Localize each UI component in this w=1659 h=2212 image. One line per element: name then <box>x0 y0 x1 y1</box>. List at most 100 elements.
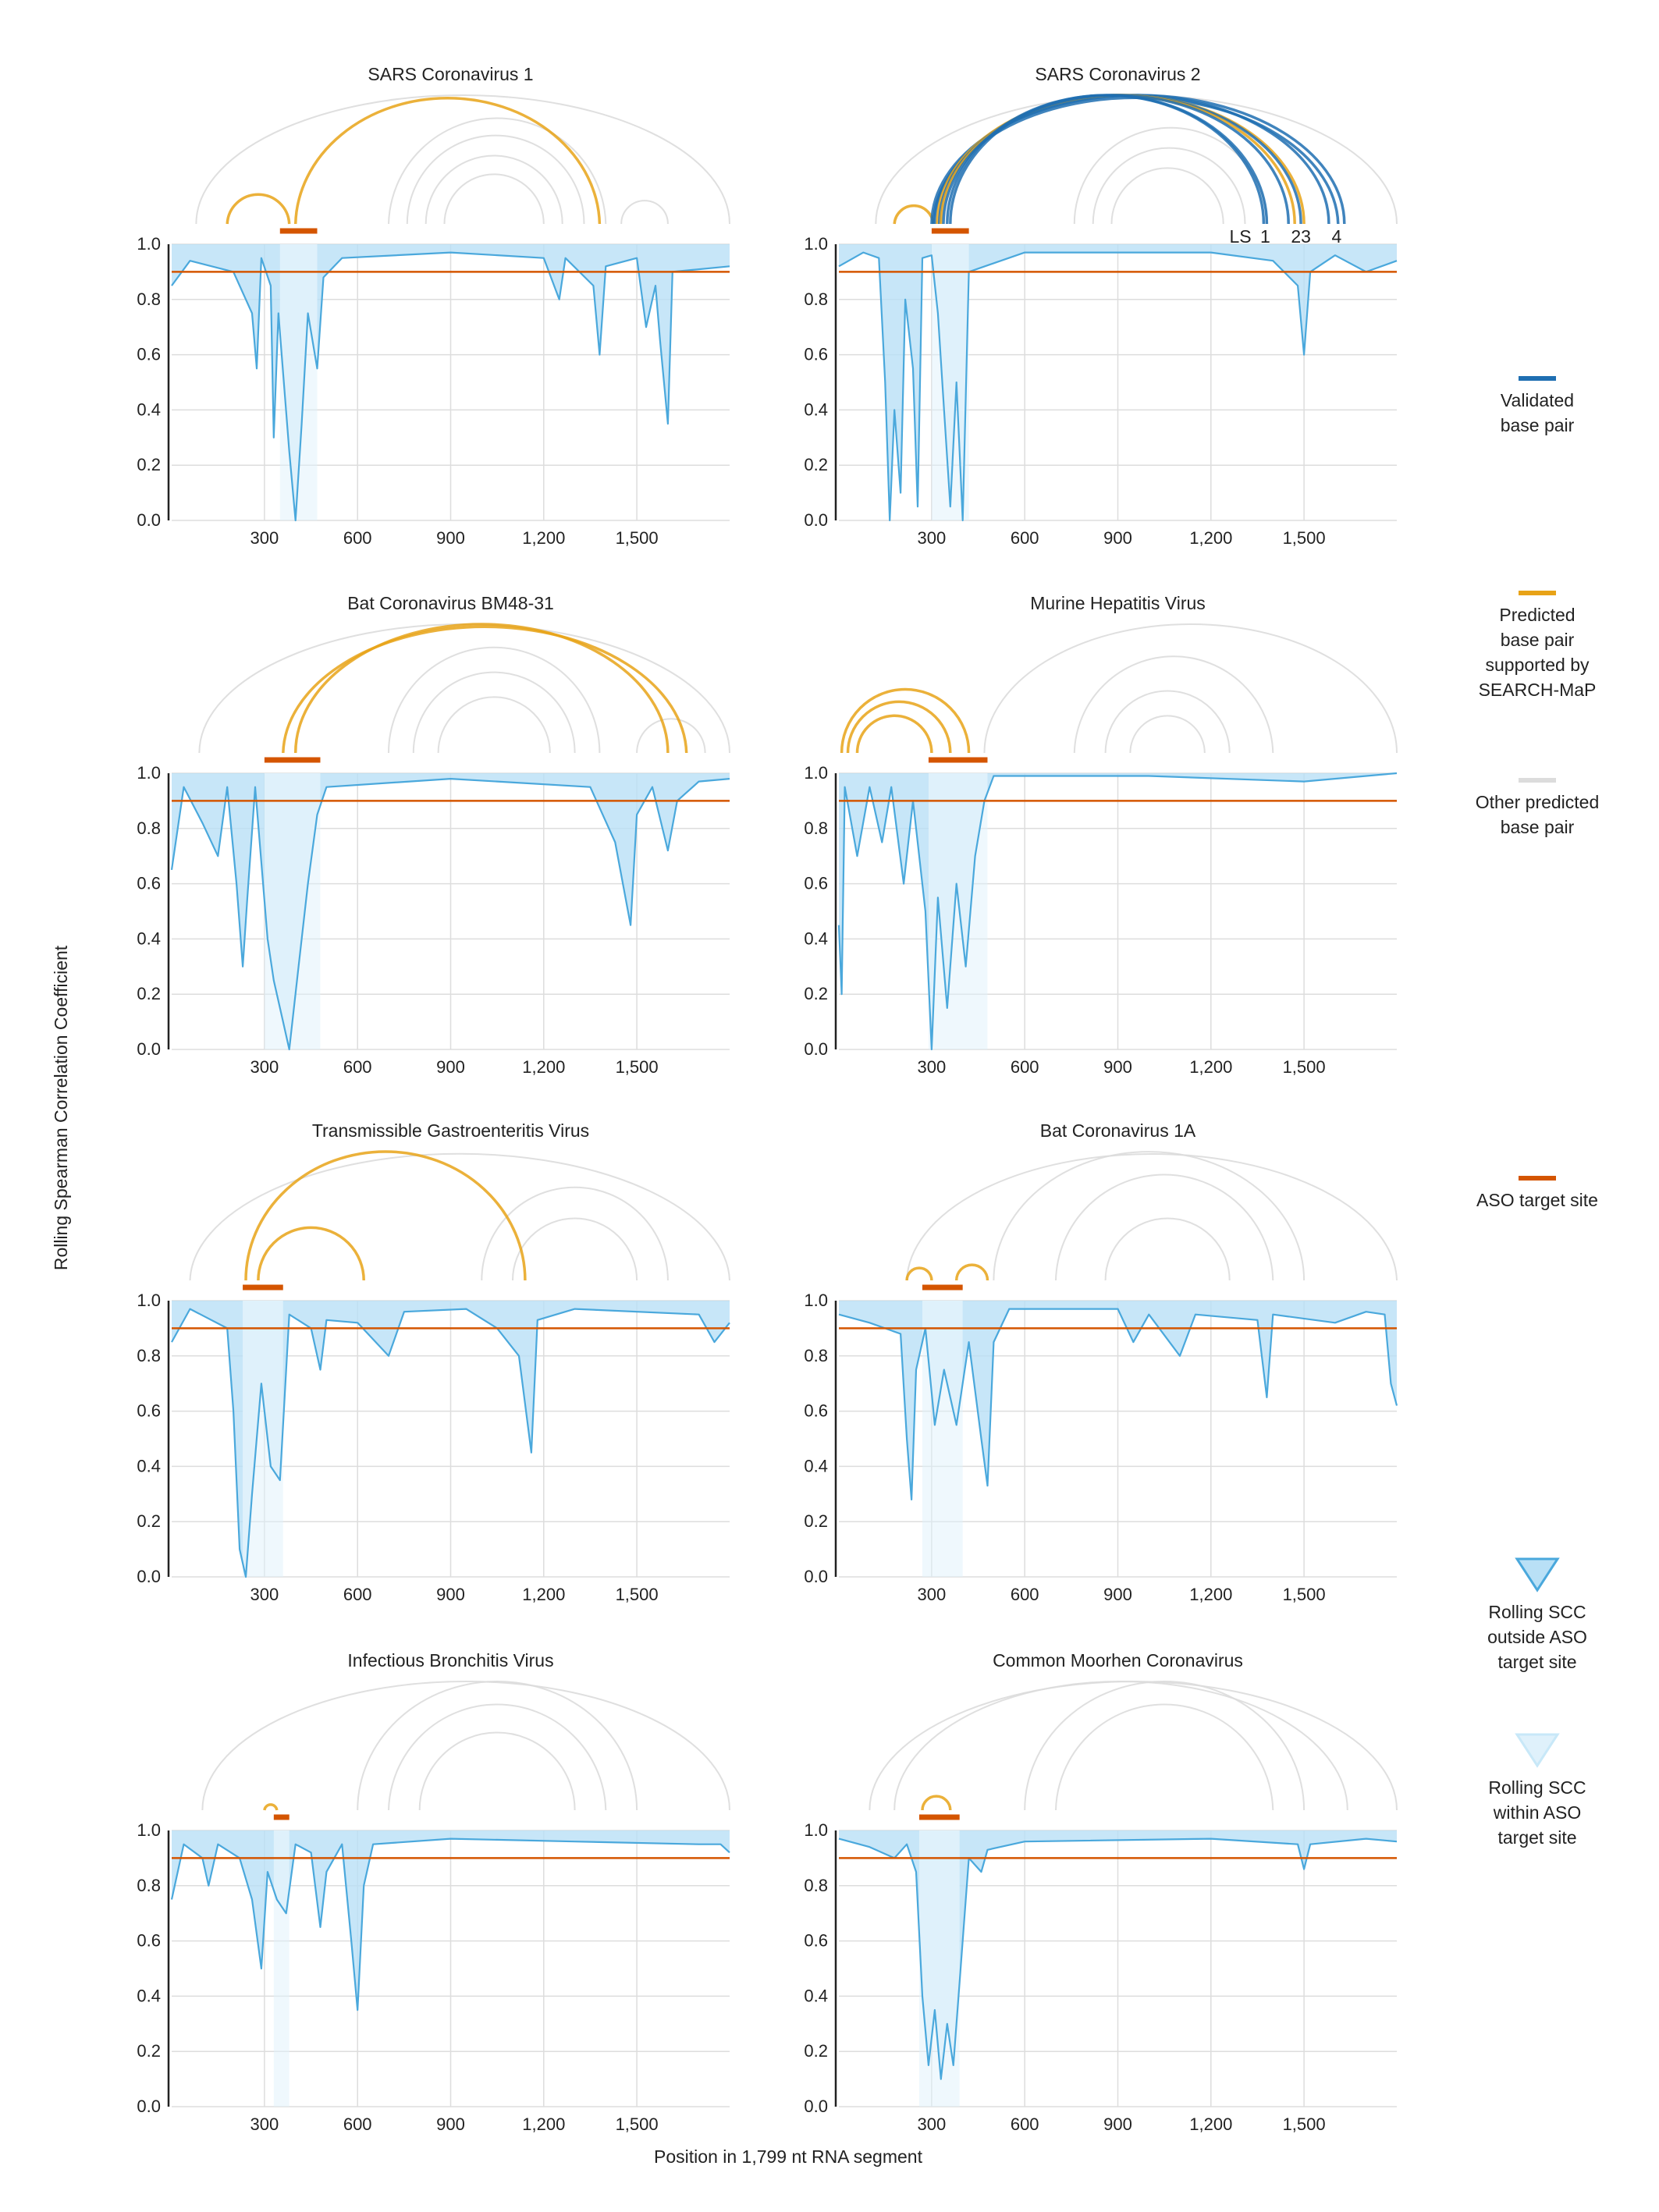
legend-label: Predicted <box>1499 605 1575 625</box>
arc-other-predicted <box>906 1152 1398 1281</box>
x-tick-label: 1,200 <box>522 528 565 548</box>
arc-other-predicted <box>620 200 669 225</box>
legend-label: SEARCH-MaP <box>1479 680 1597 700</box>
x-tick-label: 300 <box>918 528 947 548</box>
y-tick-label: 0.8 <box>804 818 828 838</box>
arc-other-predicted <box>1104 690 1231 754</box>
arc-other-predicted <box>418 1731 576 1811</box>
annotation-label: 4 <box>1331 226 1341 247</box>
y-tick-label: 0.8 <box>804 1346 828 1365</box>
legend-swatch <box>1515 1557 1560 1592</box>
chart-title: Infectious Bronchitis Virus <box>347 1650 553 1671</box>
arc-other-predicted <box>893 1681 1348 1811</box>
legend-label: Rolling SCC <box>1488 1602 1586 1622</box>
legend-item-aso: ASO target site <box>1476 1176 1598 1210</box>
x-tick-label: 1,500 <box>616 528 659 548</box>
chart-panel: SARS Coronavirus 2 300 600 900 1,200 1,500 0.0… <box>804 64 1398 548</box>
panels: SARS Coronavirus 1 300 600 900 1,200 1,500 0.0… <box>137 64 1398 2134</box>
x-tick-label: 1,200 <box>1189 1057 1232 1077</box>
y-tick-label: 0.4 <box>804 399 828 419</box>
arc-other-predicted <box>983 623 1398 754</box>
y-tick-label: 1.0 <box>804 1291 828 1310</box>
legend-label: target site <box>1498 1652 1577 1672</box>
x-tick-label: 1,200 <box>1189 2114 1232 2134</box>
y-tick-label: 0.2 <box>137 1511 161 1531</box>
chart-title: Murine Hepatitis Virus <box>1030 593 1206 613</box>
x-tick-label: 900 <box>436 1585 465 1604</box>
legend-item-scc-within: Rolling SCC within ASO target site <box>1488 1733 1586 1848</box>
x-tick-label: 900 <box>1103 528 1132 548</box>
y-tick-label: 0.4 <box>137 1456 161 1475</box>
arc-predicted-supported <box>846 700 952 754</box>
x-tick-label: 1,500 <box>1283 1585 1326 1604</box>
x-tick-label: 600 <box>343 528 372 548</box>
y-tick-label: 0.8 <box>137 289 161 309</box>
x-tick-label: 300 <box>918 2114 947 2134</box>
annotation-label: 23 <box>1291 226 1311 247</box>
arc-other-predicted <box>993 1150 1306 1281</box>
scc-line <box>170 778 730 1051</box>
y-tick-label: 0.8 <box>137 818 161 838</box>
scc-line <box>838 251 1398 522</box>
y-tick-label: 0.6 <box>804 345 828 364</box>
arc-other-predicted <box>406 134 585 225</box>
arc-other-predicted <box>201 1681 730 1811</box>
arc-other-predicted <box>388 646 601 754</box>
legend-item-predicted-supported: Predicted base pair supported by SEARCH-MaP <box>1479 591 1597 700</box>
scc-fill-within <box>918 1830 960 2079</box>
chart-panel: Murine Hepatitis Virus 300 600 900 1,200 1,50… <box>804 593 1398 1077</box>
annotation-label: 1 <box>1260 226 1270 247</box>
x-tick-label: 600 <box>343 1585 372 1604</box>
x-tick-label: 600 <box>343 1057 372 1077</box>
x-tick-label: 300 <box>918 1057 947 1077</box>
y-tick-label: 1.0 <box>137 1820 161 1840</box>
scc-line <box>170 1837 730 2011</box>
arc-other-predicted <box>512 1217 638 1281</box>
y-tick-label: 0.6 <box>804 1401 828 1421</box>
x-tick-label: 300 <box>250 1585 279 1604</box>
chart-title: Common Moorhen Coronavirus <box>993 1650 1243 1671</box>
arc-other-predicted <box>195 94 730 225</box>
x-tick-label: 300 <box>250 2114 279 2134</box>
y-tick-label: 0.6 <box>137 1401 161 1421</box>
y-tick-label: 0.4 <box>137 928 161 948</box>
x-tick-label: 900 <box>436 1057 465 1077</box>
legend: Validated base pair Predicted base pair supp… <box>1476 376 1599 1848</box>
arc-predicted-supported <box>905 1266 933 1281</box>
x-tick-label: 300 <box>918 1585 947 1604</box>
y-tick-label: 0.6 <box>137 1931 161 1951</box>
x-tick-label: 600 <box>1011 2114 1039 2134</box>
y-tick-label: 0.4 <box>804 1986 828 2005</box>
arc-other-predicted <box>388 117 607 225</box>
scc-fill <box>839 1301 1397 1500</box>
legend-item-validated: Validated base pair <box>1501 376 1575 435</box>
arc-other-predicted <box>1024 1681 1306 1811</box>
x-tick-label: 1,500 <box>1283 1057 1326 1077</box>
y-axis-label: Rolling Spearman Correlation Coefficient <box>51 945 71 1270</box>
x-tick-label: 1,200 <box>1189 1585 1232 1604</box>
x-tick-label: 1,200 <box>522 1585 565 1604</box>
chart-panel: Common Moorhen Coronavirus 300 600 900 1,200… <box>804 1650 1398 2134</box>
y-tick-label: 0.0 <box>137 2097 161 2116</box>
y-tick-label: 0.0 <box>804 2097 828 2116</box>
chart-panel: Bat Coronavirus BM48-31 300 600 900 1,200 1,5… <box>137 593 730 1077</box>
y-tick-label: 0.8 <box>137 1876 161 1895</box>
y-tick-label: 0.4 <box>137 1986 161 2005</box>
scc-line <box>837 772 1398 1051</box>
y-tick-label: 1.0 <box>804 1820 828 1840</box>
chart-panel: Bat Coronavirus 1A 300 600 900 1,200 1,500 0.0… <box>804 1120 1398 1604</box>
scc-fill-within <box>273 1830 290 1914</box>
chart-panel: SARS Coronavirus 1 300 600 900 1,200 1,500 0.0… <box>137 64 730 548</box>
y-tick-label: 0.2 <box>137 455 161 474</box>
arc-other-predicted <box>1104 1217 1231 1281</box>
x-tick-label: 900 <box>436 2114 465 2134</box>
arc-other-predicted <box>388 1703 607 1811</box>
annotation-label: LS <box>1230 226 1252 247</box>
legend-label: ASO target site <box>1476 1190 1598 1210</box>
x-tick-label: 600 <box>1011 528 1039 548</box>
arc-other-predicted <box>1073 655 1274 754</box>
arc-predicted-supported <box>840 687 971 754</box>
legend-label: Validated <box>1501 390 1574 410</box>
y-tick-label: 0.8 <box>804 1876 828 1895</box>
